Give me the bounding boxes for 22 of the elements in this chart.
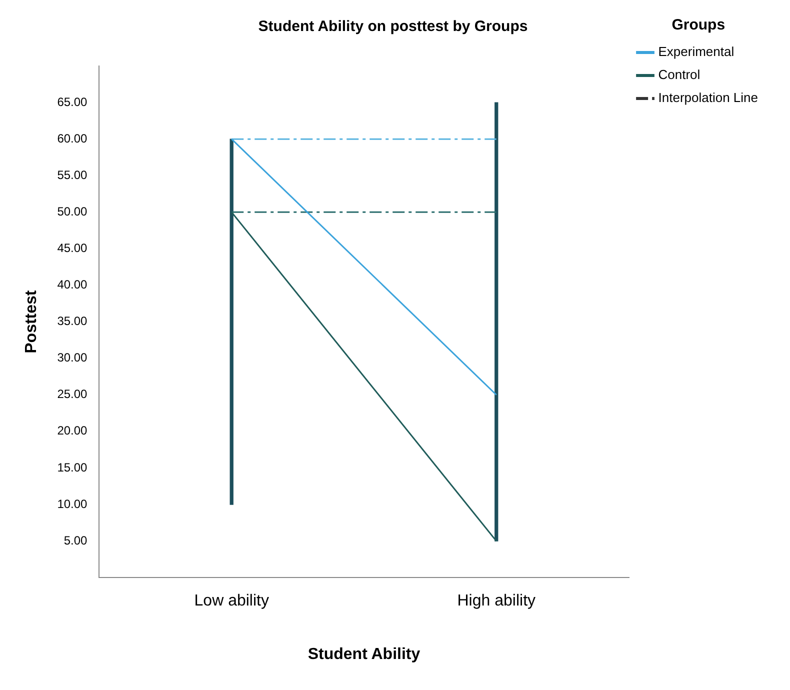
legend-label: Interpolation Line [658, 90, 758, 106]
y-tick-label: 55.00 [57, 168, 88, 182]
x-tick-label: Low ability [194, 592, 269, 610]
y-tick-label: 45.00 [57, 241, 88, 256]
y-tick-label: 15.00 [57, 460, 88, 474]
legend-label: Control [658, 67, 700, 82]
y-tick-label: 25.00 [57, 387, 88, 402]
y-tick-label: 60.00 [57, 131, 88, 146]
y-tick-label: 30.00 [57, 350, 88, 365]
y-tick-label: 50.00 [57, 204, 88, 218]
chart-title: Student Ability on posttest by Groups [258, 18, 528, 36]
y-tick-label: 35.00 [57, 314, 88, 328]
legend-title: Groups [672, 16, 726, 34]
y-tick-label: 20.00 [57, 424, 88, 438]
x-axis-title: Student Ability [308, 646, 420, 663]
y-tick-label: 5.00 [64, 533, 88, 548]
y-tick-label: 40.00 [57, 278, 88, 292]
legend-label: Experimental [658, 44, 734, 60]
y-axis-title: Posttest [23, 290, 40, 354]
x-tick-label: High ability [457, 592, 536, 610]
y-tick-label: 65.00 [57, 94, 88, 109]
y-tick-label: 10.00 [57, 496, 88, 511]
